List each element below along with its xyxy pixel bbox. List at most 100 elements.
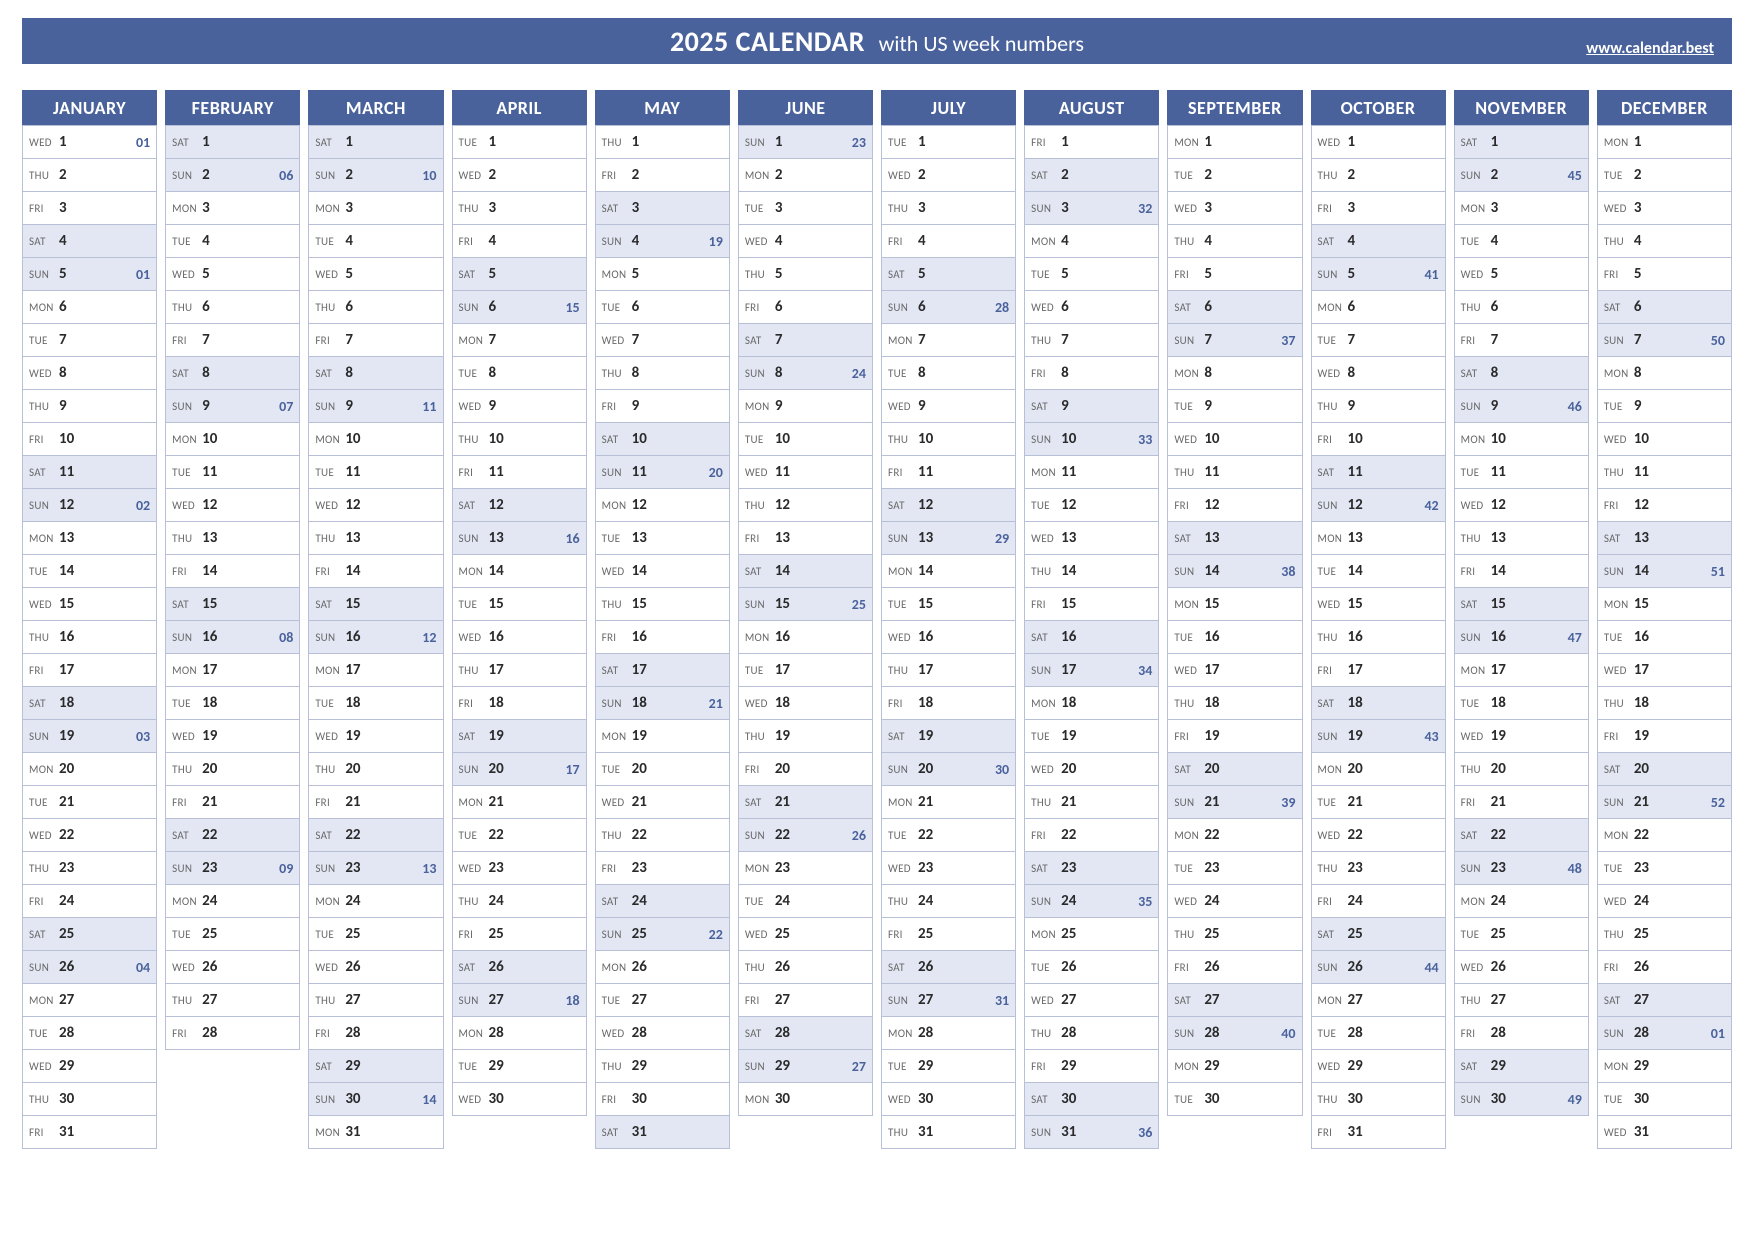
day-cell: TUE7 <box>1311 323 1446 357</box>
day-number: 28 <box>59 1024 74 1042</box>
day-number: 20 <box>1061 760 1076 778</box>
day-number: 23 <box>775 859 790 877</box>
day-of-week: FRI <box>1174 961 1204 974</box>
day-cell: FRI28 <box>165 1016 300 1050</box>
day-of-week: THU <box>29 631 59 644</box>
day-cell: THU17 <box>881 653 1016 687</box>
day-of-week: WED <box>1318 829 1348 842</box>
day-number: 25 <box>775 925 790 943</box>
day-number: 28 <box>632 1024 647 1042</box>
day-cell: SAT5 <box>452 257 587 291</box>
day-cell: TUE17 <box>738 653 873 687</box>
day-cell: TUE25 <box>1454 917 1589 951</box>
day-number: 26 <box>1634 958 1649 976</box>
day-number: 26 <box>1348 958 1363 976</box>
day-cell: FRI10 <box>22 422 157 456</box>
day-of-week: FRI <box>1604 730 1634 743</box>
day-cell: SUN1120 <box>595 455 730 489</box>
day-of-week: MON <box>745 400 775 413</box>
day-of-week: TUE <box>1318 1027 1348 1040</box>
day-number: 3 <box>202 199 210 217</box>
day-of-week: SUN <box>1031 664 1061 677</box>
day-cell: TUE30 <box>1167 1082 1302 1116</box>
day-of-week: FRI <box>1318 433 1348 446</box>
day-of-week: SUN <box>1318 730 1348 743</box>
day-cell: MON11 <box>1024 455 1159 489</box>
day-cell: MON16 <box>738 620 873 654</box>
day-of-week: WED <box>315 961 345 974</box>
day-cell: TUE20 <box>595 752 730 786</box>
day-of-week: THU <box>1174 697 1204 710</box>
day-of-week: MON <box>459 1027 489 1040</box>
day-cell: FRI7 <box>308 323 443 357</box>
day-cell: MON1 <box>1597 125 1732 159</box>
day-cell: SAT26 <box>881 950 1016 984</box>
day-cell: WED5 <box>308 257 443 291</box>
day-of-week: FRI <box>745 763 775 776</box>
day-of-week: FRI <box>1174 268 1204 281</box>
day-cell: SUN750 <box>1597 323 1732 357</box>
day-of-week: SUN <box>1031 1126 1061 1139</box>
week-number: 14 <box>422 1091 436 1108</box>
day-cell: WED2 <box>881 158 1016 192</box>
day-cell: SAT18 <box>22 686 157 720</box>
day-cell: WED8 <box>22 356 157 390</box>
day-number: 5 <box>1634 265 1642 283</box>
day-number: 19 <box>345 727 360 745</box>
day-of-week: WED <box>1174 202 1204 215</box>
day-of-week: SUN <box>745 136 775 149</box>
day-cell: TUE1 <box>452 125 587 159</box>
day-cell: SUN2644 <box>1311 950 1446 984</box>
week-number: 01 <box>136 266 150 283</box>
day-number: 10 <box>775 430 790 448</box>
day-number: 27 <box>489 991 504 1009</box>
day-number: 25 <box>59 925 74 943</box>
day-of-week: SUN <box>315 631 345 644</box>
day-of-week: WED <box>745 928 775 941</box>
day-number: 7 <box>632 331 640 349</box>
day-cell: SAT22 <box>1454 818 1589 852</box>
day-number: 21 <box>1491 793 1506 811</box>
day-number: 28 <box>489 1024 504 1042</box>
day-number: 27 <box>202 991 217 1009</box>
day-cell: FRI24 <box>1311 884 1446 918</box>
day-number: 31 <box>1061 1123 1076 1141</box>
day-number: 4 <box>1061 232 1069 250</box>
day-number: 26 <box>489 958 504 976</box>
day-of-week: SAT <box>1604 994 1634 1007</box>
day-number: 30 <box>1061 1090 1076 1108</box>
day-cell: MON1 <box>1167 125 1302 159</box>
source-link[interactable]: www.calendar.best <box>1586 39 1714 58</box>
day-number: 27 <box>1061 991 1076 1009</box>
day-number: 6 <box>345 298 353 316</box>
day-number: 25 <box>1204 925 1219 943</box>
day-of-week: SUN <box>1174 1027 1204 1040</box>
day-cell: TUE3 <box>738 191 873 225</box>
day-cell: FRI12 <box>1167 488 1302 522</box>
day-cell: MON8 <box>1167 356 1302 390</box>
day-of-week: FRI <box>315 1027 345 1040</box>
day-cell: TUE4 <box>308 224 443 258</box>
day-of-week: TUE <box>1604 1093 1634 1106</box>
day-number: 12 <box>1491 496 1506 514</box>
day-of-week: THU <box>602 1060 632 1073</box>
day-number: 2 <box>918 166 926 184</box>
day-number: 13 <box>1204 529 1219 547</box>
day-cell: TUE22 <box>881 818 1016 852</box>
day-of-week: FRI <box>29 664 59 677</box>
day-of-week: SUN <box>602 466 632 479</box>
day-number: 10 <box>59 430 74 448</box>
day-cell: MON14 <box>452 554 587 588</box>
day-cell: THU6 <box>308 290 443 324</box>
day-number: 14 <box>1491 562 1506 580</box>
day-cell: WED29 <box>1311 1049 1446 1083</box>
day-of-week: SUN <box>1031 433 1061 446</box>
day-of-week: TUE <box>459 829 489 842</box>
day-of-week: THU <box>745 961 775 974</box>
day-of-week: FRI <box>888 928 918 941</box>
day-cell: THU27 <box>1454 983 1589 1017</box>
day-number: 26 <box>1491 958 1506 976</box>
day-number: 15 <box>59 595 74 613</box>
day-cell: WED15 <box>1311 587 1446 621</box>
day-cell: SAT13 <box>1167 521 1302 555</box>
